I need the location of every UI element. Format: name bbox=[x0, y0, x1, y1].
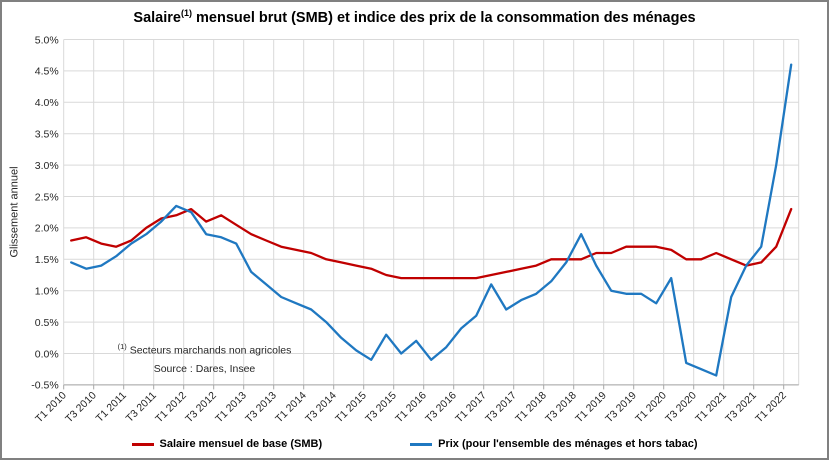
x-tick-label: T3 2021 bbox=[723, 389, 759, 425]
y-tick-label: 4.0% bbox=[35, 97, 59, 109]
y-tick-label: 3.0% bbox=[35, 160, 59, 172]
legend-item-smb: Salaire mensuel de base (SMB) bbox=[131, 438, 323, 450]
legend-swatch-smb bbox=[131, 442, 154, 446]
x-tick-label: T3 2010 bbox=[63, 389, 99, 425]
x-tick-label: T1 2020 bbox=[633, 389, 669, 425]
x-tick-label: T1 2021 bbox=[693, 389, 729, 425]
x-tick-label: T3 2011 bbox=[124, 389, 159, 424]
legend-label-smb: Salaire mensuel de base (SMB) bbox=[159, 438, 323, 450]
footnote-line-1: (1) Secteurs marchands non agricoles bbox=[117, 342, 292, 357]
x-tick-label: T1 2015 bbox=[333, 389, 369, 425]
x-tick-label: T3 2017 bbox=[483, 389, 519, 425]
y-tick-label: 2.5% bbox=[35, 191, 59, 203]
y-tick-label: 3.5% bbox=[35, 129, 59, 141]
x-tick-label: T1 2017 bbox=[453, 389, 489, 425]
legend-swatch-prix bbox=[410, 442, 433, 446]
chart-title-prefix: Salaire bbox=[133, 9, 181, 26]
x-tick-label: T3 2014 bbox=[303, 389, 339, 425]
y-axis-title: Glissement annuel bbox=[9, 166, 22, 258]
chart-title-rest: mensuel brut (SMB) et indice des prix de… bbox=[191, 9, 696, 26]
x-tick-label: T3 2020 bbox=[663, 389, 699, 425]
x-tick-label: T1 2010 bbox=[33, 389, 69, 425]
legend-item-prix: Prix (pour l'ensemble des ménages et hor… bbox=[410, 438, 698, 450]
x-tick-label: T3 2018 bbox=[543, 389, 579, 425]
y-tick-label: 1.0% bbox=[35, 286, 59, 298]
x-tick-label: T3 2019 bbox=[603, 389, 639, 425]
y-tick-label: 1.5% bbox=[35, 254, 59, 266]
x-tick-label: T3 2015 bbox=[363, 389, 399, 425]
legend: Salaire mensuel de base (SMB) Prix (pour… bbox=[2, 438, 827, 450]
chart-title-superscript: (1) bbox=[180, 8, 192, 18]
x-tick-label: T3 2012 bbox=[183, 389, 219, 425]
series-line-smb bbox=[70, 207, 793, 280]
y-tick-label: 2.0% bbox=[35, 223, 59, 235]
footnote: (1) Secteurs marchands non agricoles Sou… bbox=[87, 338, 322, 378]
y-tick-label: 0.5% bbox=[35, 317, 59, 329]
series-line-prix bbox=[70, 63, 793, 377]
y-tick-label: 5.0% bbox=[35, 34, 59, 46]
x-tick-label: T1 2012 bbox=[153, 389, 189, 425]
x-tick-label: T1 2011 bbox=[94, 389, 129, 424]
chart-title: Salaire(1) mensuel brut (SMB) et indice … bbox=[2, 8, 827, 26]
footnote-line-2: Source : Dares, Insee bbox=[153, 362, 256, 375]
x-tick-label: T1 2022 bbox=[753, 389, 789, 425]
x-tick-label: T1 2016 bbox=[393, 389, 429, 425]
y-tick-label: -0.5% bbox=[31, 380, 58, 392]
footnote-superscript: (1) bbox=[117, 342, 127, 351]
x-tick-label: T1 2014 bbox=[273, 389, 309, 425]
x-tick-label: T1 2018 bbox=[513, 389, 549, 425]
x-tick-label: T1 2013 bbox=[213, 389, 249, 425]
x-tick-label: T3 2013 bbox=[243, 389, 279, 425]
legend-label-prix: Prix (pour l'ensemble des ménages et hor… bbox=[438, 438, 698, 450]
y-tick-label: 0.0% bbox=[35, 348, 59, 360]
x-tick-label: T1 2019 bbox=[573, 389, 609, 425]
x-tick-label: T3 2016 bbox=[423, 389, 459, 425]
y-tick-label: 4.5% bbox=[35, 66, 59, 78]
